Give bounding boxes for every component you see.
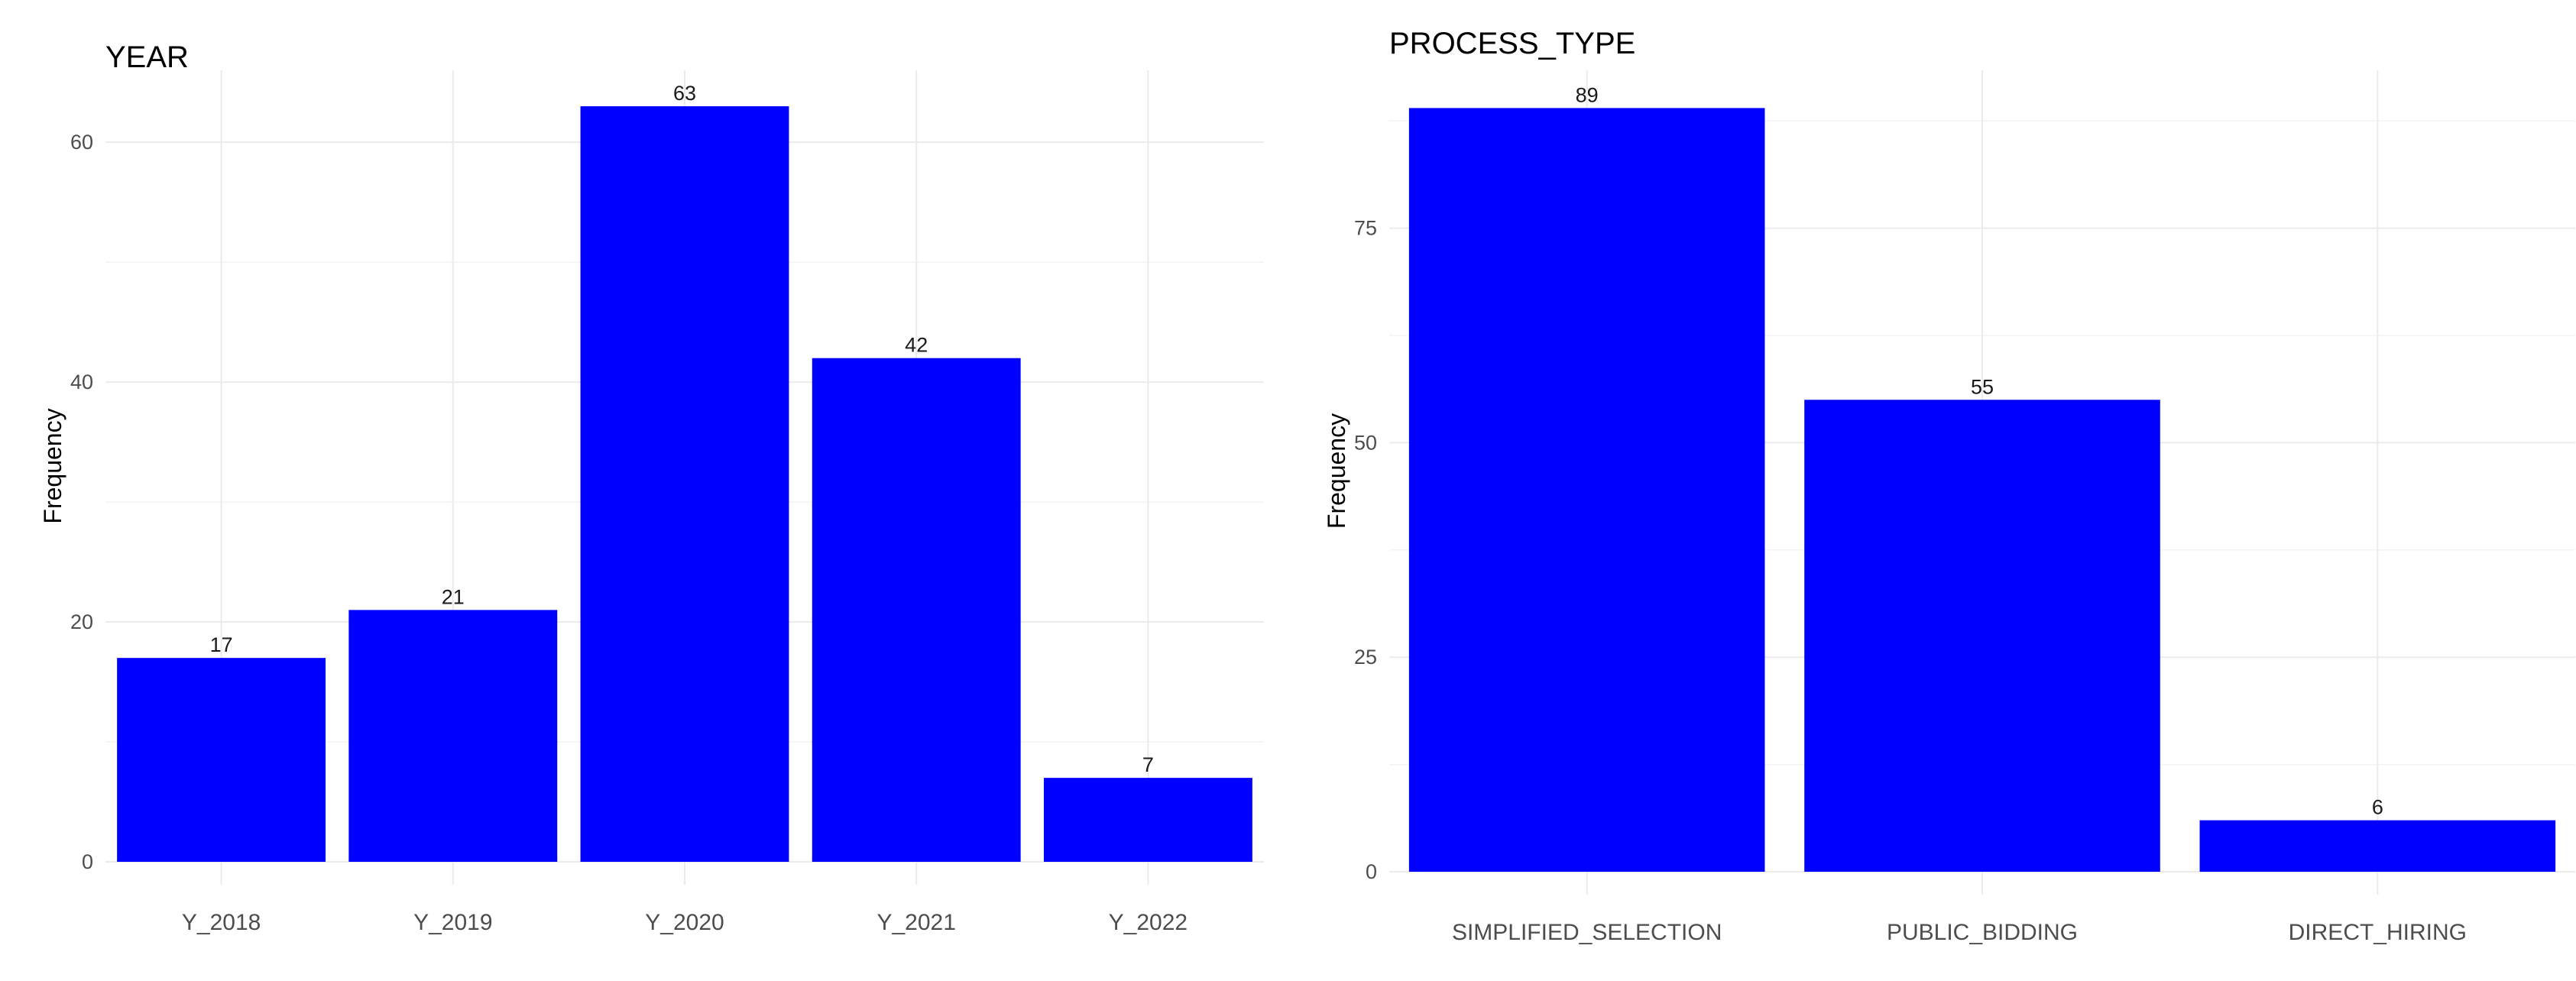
year-x-tick-y-2020: Y_2020	[645, 910, 724, 935]
process-type-bar-direct-hiring	[2199, 820, 2556, 872]
process-type-data-label-simplified-selection: 89	[1576, 83, 1599, 106]
process-type-x-tick-simplified-selection: SIMPLIFIED_SELECTION	[1452, 920, 1722, 945]
year-chart-panel: YEAR Frequency 17 21 63 42 7 0 20 40 60 Y_2018 Y_…	[39, 40, 1264, 935]
y-tick-label: 60	[70, 131, 93, 154]
year-chart-title: YEAR	[105, 40, 189, 74]
y-tick-label: 40	[70, 371, 93, 393]
y-tick-label: 20	[70, 610, 93, 633]
year-x-tick-y-2022: Y_2022	[1109, 910, 1188, 935]
y-tick-label: 75	[1354, 217, 1377, 240]
process-type-chart-y-axis-label: Frequency	[1323, 413, 1350, 529]
year-chart-ticks: 0 20 40 60 Y_2018 Y_2019 Y_2020 Y_2021 Y_2022	[70, 131, 1188, 935]
year-bar-y-2018	[117, 658, 326, 862]
process-type-data-label-direct-hiring: 6	[2372, 796, 2383, 819]
year-x-tick-y-2018: Y_2018	[182, 910, 261, 935]
year-bar-y-2022	[1043, 778, 1252, 862]
y-tick-label: 0	[82, 850, 93, 873]
year-bar-y-2019	[348, 610, 558, 862]
year-data-label-y-2021: 42	[905, 334, 928, 357]
y-tick-label: 25	[1354, 646, 1377, 669]
year-data-label-y-2022: 7	[1142, 753, 1154, 776]
process-type-bar-public-bidding	[1804, 400, 2160, 872]
year-chart-bars: 17 21 63 42 7	[117, 82, 1252, 862]
year-bar-y-2020	[580, 106, 789, 862]
y-tick-label: 50	[1354, 431, 1377, 454]
year-chart-y-axis-label: Frequency	[39, 408, 66, 523]
process-type-x-tick-direct-hiring: DIRECT_HIRING	[2289, 920, 2467, 945]
process-type-x-tick-public-bidding: PUBLIC_BIDDING	[1887, 920, 2078, 945]
year-bar-y-2021	[812, 358, 1021, 862]
year-data-label-y-2018: 17	[210, 633, 233, 656]
process-type-chart-bars: 89 55 6	[1408, 83, 2556, 873]
year-data-label-y-2019: 21	[442, 585, 465, 608]
process-type-chart-title: PROCESS_TYPE	[1389, 27, 1635, 60]
year-x-tick-y-2021: Y_2021	[876, 910, 955, 935]
process-type-data-label-public-bidding: 55	[1971, 375, 1994, 398]
year-x-tick-y-2019: Y_2019	[413, 910, 492, 935]
process-type-chart-ticks: 0 25 50 75 SIMPLIFIED_SELECTION PUBLIC_BIDDIN…	[1354, 217, 2467, 945]
process-type-bar-simplified-selection	[1408, 108, 1765, 873]
process-type-chart-panel: PROCESS_TYPE Frequency 89 55 6 0 25 50 75 SIMP…	[1323, 27, 2575, 945]
year-data-label-y-2020: 63	[673, 82, 696, 105]
y-tick-label: 0	[1366, 860, 1377, 883]
